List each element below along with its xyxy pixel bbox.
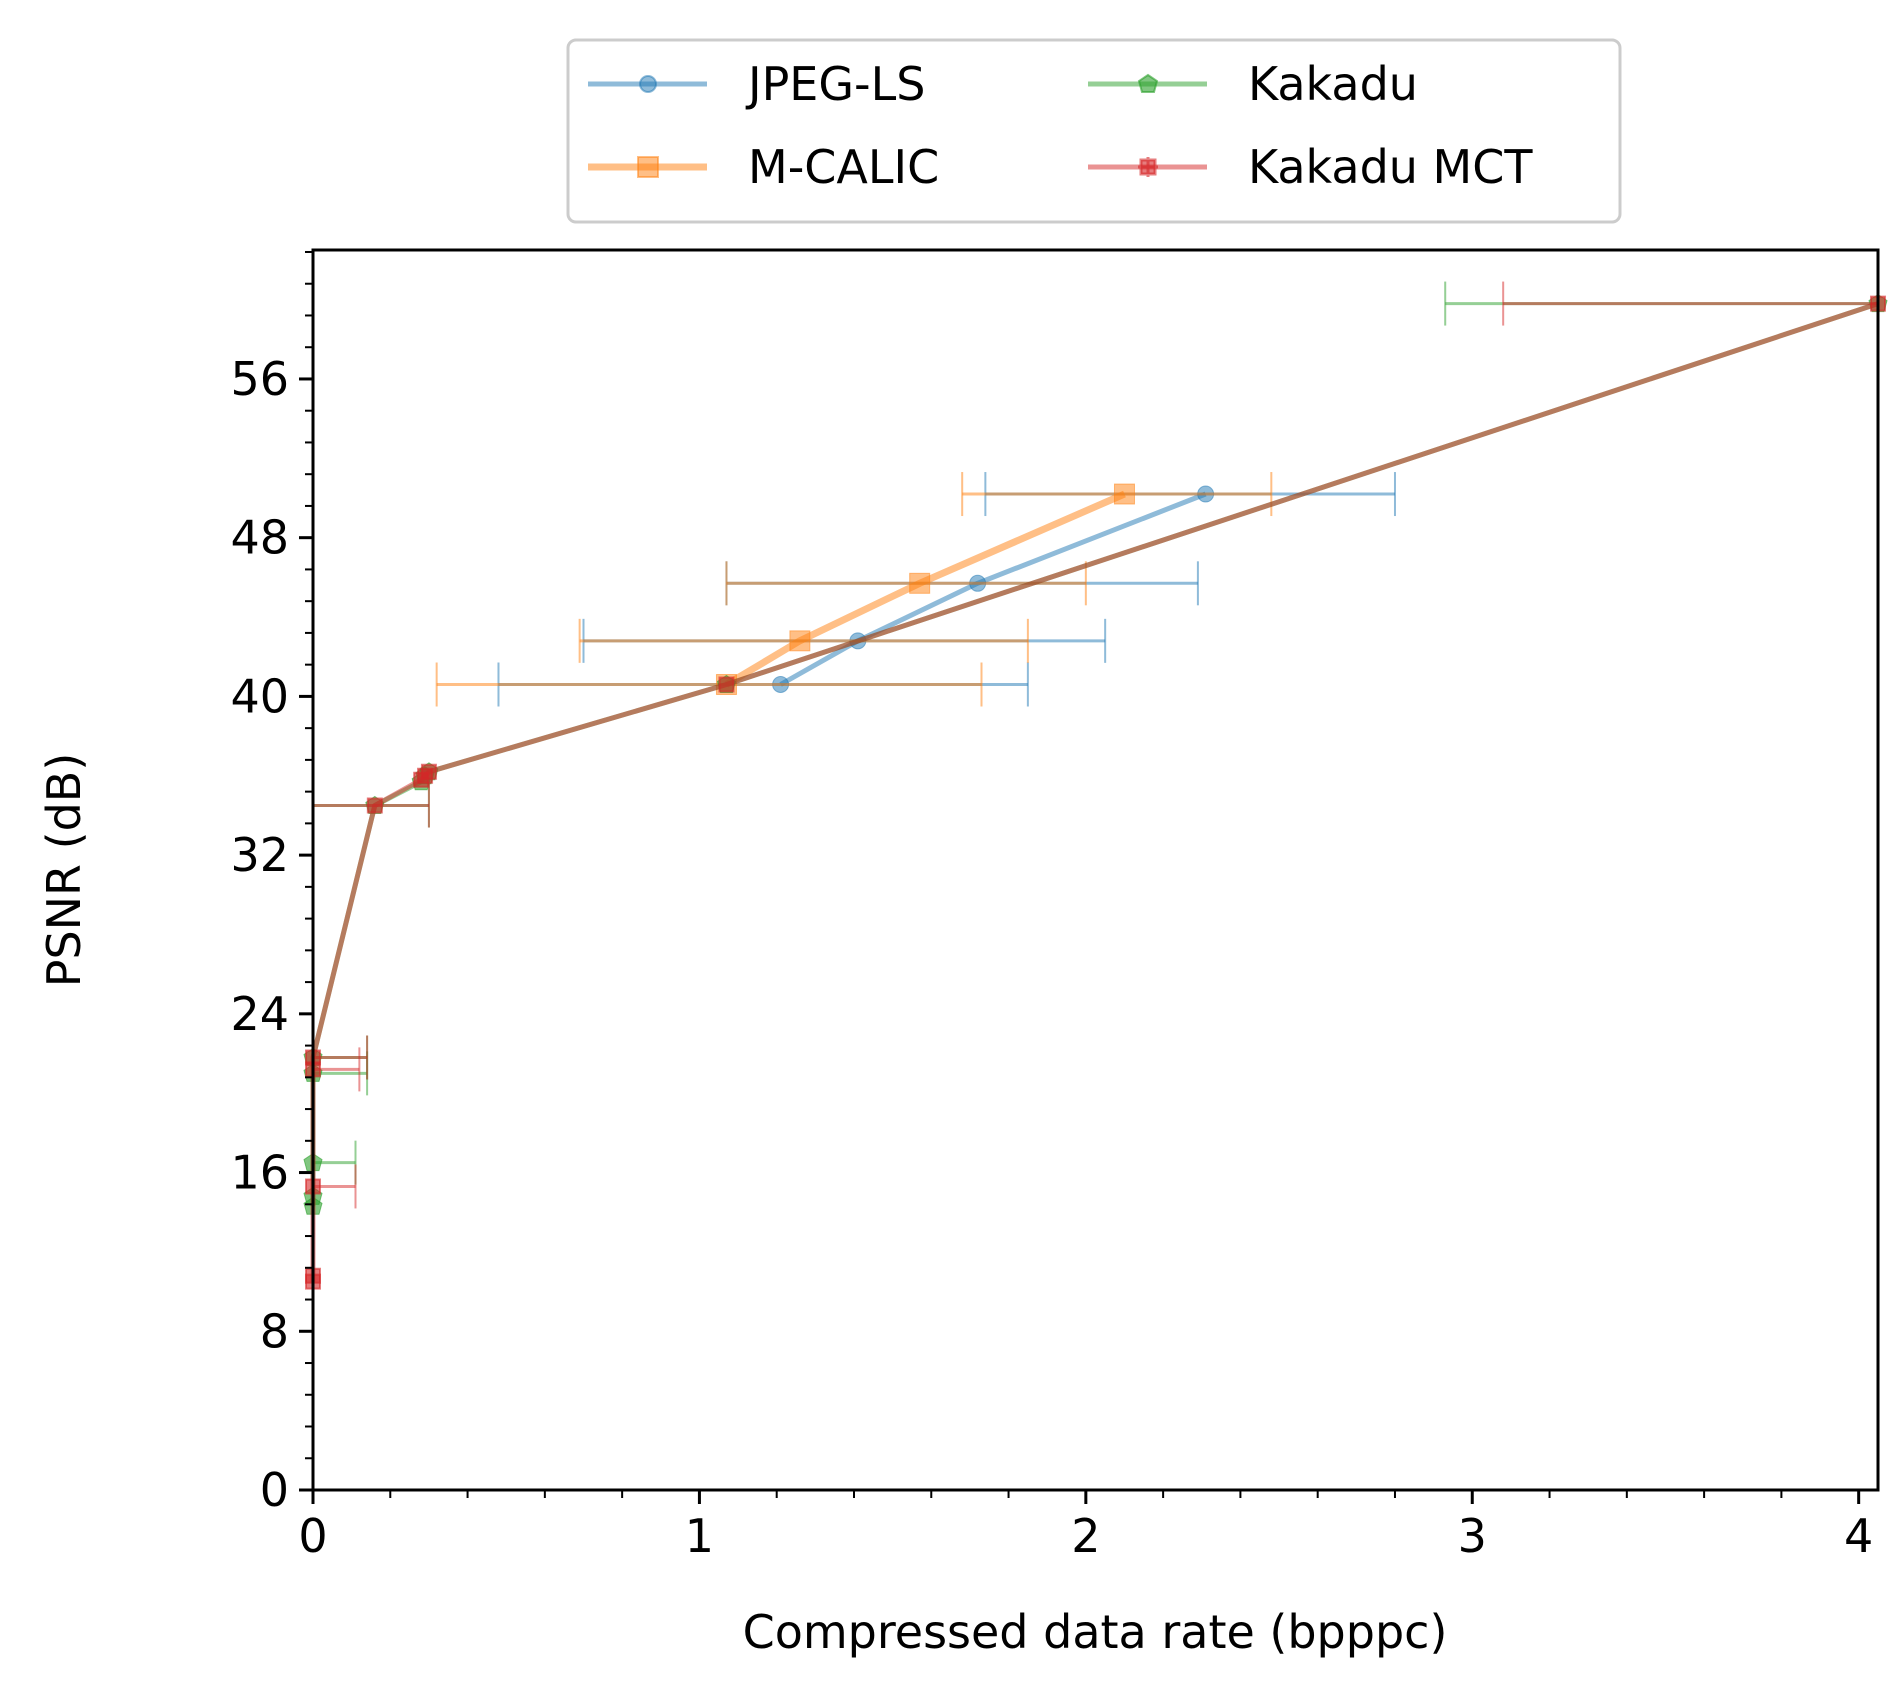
series-line [724, 490, 1126, 688]
x-tick-label: 3 [1458, 1509, 1487, 1563]
y-tick-label: 56 [230, 352, 289, 406]
x-tick-label: 0 [298, 1509, 327, 1563]
x-tick-label: 1 [685, 1509, 714, 1563]
y-tick-label: 24 [230, 987, 289, 1041]
y-tick-label: 16 [230, 1146, 289, 1200]
y-tick-label: 0 [260, 1463, 289, 1517]
legend-label-kakadu: Kakadu [1248, 57, 1418, 111]
y-tick-label: 48 [230, 511, 289, 565]
legend-label-jpeg-ls: JPEG-LS [745, 57, 925, 111]
data-point [1113, 483, 1135, 505]
x-axis: 0 1 2 3 4 [298, 1490, 1873, 1563]
data-point [366, 797, 383, 814]
legend-marker-jpeg-ls [639, 75, 657, 93]
legend-marker-kakadu [1137, 73, 1159, 93]
data-point [909, 572, 931, 594]
x-tick-label: 2 [1071, 1509, 1100, 1563]
x-tick-label: 4 [1844, 1509, 1873, 1563]
data-point [718, 676, 735, 693]
legend-marker-kakadu-mct [1138, 157, 1158, 177]
series-line [779, 491, 1207, 687]
legend-marker-m-calic [637, 156, 659, 178]
legend: JPEG-LS M-CALIC Kakadu Kakadu MCT [566, 38, 1622, 224]
legend-label-m-calic: M-CALIC [748, 140, 939, 194]
data-point [420, 763, 437, 780]
y-tick-label: 32 [230, 828, 289, 882]
y-axis-label: PSNR (dB) [37, 753, 91, 988]
data-point [789, 630, 811, 652]
y-axis: 0 8 16 24 32 40 48 56 [230, 250, 313, 1517]
y-tick-label: 8 [260, 1304, 289, 1358]
plot-frame [311, 248, 1880, 1492]
y-tick-label: 40 [230, 669, 289, 723]
x-axis-label: Compressed data rate (bpppc) [743, 1605, 1448, 1659]
legend-label-kakadu-mct: Kakadu MCT [1248, 140, 1533, 194]
legend-box [566, 38, 1622, 224]
